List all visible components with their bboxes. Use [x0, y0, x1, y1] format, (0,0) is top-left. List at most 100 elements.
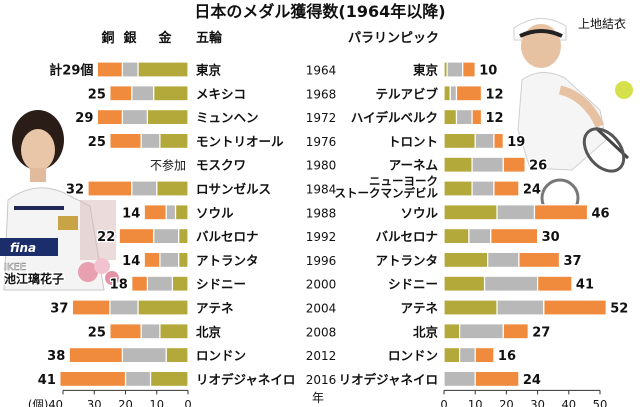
year-label: 1992	[306, 230, 337, 244]
paralympic-tick-label: 50	[593, 397, 608, 407]
paralympic-bar-silver	[449, 85, 458, 102]
olympic-tick-label: 0	[184, 397, 191, 407]
olympic-total-label: 14	[122, 206, 140, 221]
paralympic-bar-bronze	[543, 299, 607, 316]
olympic-bar-silver	[131, 85, 155, 102]
olympic-bar-silver	[165, 204, 177, 221]
olympic-bar-gold	[149, 370, 189, 387]
olympic-total-label: 14	[122, 254, 140, 269]
paralympic-bar-silver	[487, 251, 520, 268]
paralympic-bar-gold	[443, 299, 498, 316]
olympic-bar-silver	[140, 132, 161, 149]
year-label: 2008	[306, 325, 337, 339]
tennis-caption: 上地結衣	[578, 16, 626, 31]
fina-logo-text: fina	[10, 241, 36, 255]
paralympic-bar-gold	[443, 275, 486, 292]
paralympic-bars: 東京 10 テルアビブ 12 ハイデルベルク 12 トロント 19 アーネム 26 ニューヨークスト…	[335, 61, 630, 389]
olympic-bar-bronze	[109, 85, 133, 102]
paralympic-bar-bronze	[471, 108, 483, 126]
year-label: 1996	[306, 254, 337, 268]
olympic-tick-label: 20	[118, 397, 133, 407]
paralympic-total-label: 19	[507, 135, 525, 150]
olympic-city-label: ソウル	[196, 205, 234, 220]
paralympic-bar-silver	[459, 323, 504, 340]
paralympic-city-label: ニューヨークストークマンデビル	[335, 174, 439, 200]
olympic-city-label: モスクワ	[196, 158, 246, 173]
paralympic-bar-bronze	[474, 347, 495, 364]
olympic-bar-bronze	[109, 132, 142, 149]
paralympic-city-line: ストークマンデビル	[335, 186, 439, 200]
olympic-city-label: メキシコ	[196, 86, 246, 101]
olympic-city-label: 北京	[196, 324, 222, 339]
olympic-city-label: シドニー	[196, 277, 246, 292]
paralympic-total-label: 30	[542, 230, 560, 245]
paralympic-city-label: ハイデルベルク	[351, 110, 438, 125]
olympic-bar-gold	[137, 61, 189, 78]
tennis-player-photo	[505, 0, 640, 218]
paralympic-bar-silver	[483, 275, 539, 292]
paralympic-bar-gold	[443, 156, 473, 173]
paralympic-tick-label: 0	[440, 397, 447, 407]
olympic-city-label: アテネ	[196, 301, 234, 316]
paralympic-bar-silver	[455, 108, 473, 126]
paralympic-city-label: アトランタ	[375, 253, 438, 268]
paralympic-city-label: トロント	[388, 134, 438, 149]
olympic-total-label: 38	[47, 349, 65, 364]
paralympic-bar-gold	[443, 132, 476, 149]
paralympic-city-label: ロンドン	[388, 348, 438, 363]
olympic-bar-silver	[140, 323, 161, 340]
paralympic-bar-silver	[443, 370, 476, 387]
olympic-city-label: 東京	[196, 63, 222, 78]
paralympic-total-label: 10	[479, 64, 497, 79]
paralympic-bar-bronze	[490, 228, 539, 245]
paralympic-bar-bronze	[474, 370, 520, 387]
legend-bronze-header: 銅	[101, 30, 114, 46]
paralympic-bar-bronze	[493, 180, 520, 197]
paralympic-city-label: テルアビブ	[375, 86, 438, 101]
year-label: 2012	[306, 349, 337, 363]
olympic-city-label: バルセロナ	[196, 229, 259, 244]
paralympic-city-line: ニューヨーク	[369, 174, 438, 188]
olympic-city-label: ミュンヘン	[196, 110, 259, 125]
olympic-bar-silver	[109, 299, 139, 316]
year-labels: 1964 1968 1972 1976 1980 1984 1988 1992 1996 2000…	[306, 64, 337, 387]
olympic-tick-label: (個)40	[28, 397, 63, 407]
chart-title: 日本のメダル獲得数(1964年以降)	[194, 2, 445, 21]
olympic-bar-bronze	[131, 275, 148, 292]
year-label: 1988	[306, 206, 337, 220]
para-xlabel: 年	[312, 391, 324, 405]
paralympic-x-axis: 0 10 20 30 40 50	[440, 389, 608, 407]
olympic-bar-gold	[153, 85, 189, 102]
paralympic-city-label: シドニー	[388, 277, 438, 292]
olympic-total-label: 22	[97, 230, 115, 245]
olympic-total-label: 37	[50, 302, 68, 317]
paralympic-total-label: 27	[532, 325, 550, 340]
olympic-bar-bronze	[118, 228, 155, 245]
paralympic-city-label: 北京	[413, 324, 439, 339]
paralympic-bar-silver	[471, 156, 504, 173]
olympic-bar-bronze	[96, 108, 123, 126]
olympic-bar-gold	[159, 323, 189, 340]
paralympic-total-label: 46	[592, 206, 610, 221]
paralympic-bar-gold	[443, 228, 470, 245]
paralympic-city-label: 東京	[413, 63, 439, 78]
legend-silver-header: 銀	[123, 30, 136, 46]
year-label: 1984	[306, 183, 337, 197]
paralympic-bar-silver	[459, 347, 476, 364]
olympic-tick-label: 10	[149, 397, 164, 407]
olympic-bar-bronze	[87, 180, 133, 197]
paralympic-bar-bronze	[502, 323, 529, 340]
paralympic-total-label: 12	[485, 87, 503, 102]
paralympic-bar-silver	[496, 299, 545, 316]
olympic-bar-silver	[121, 108, 148, 126]
year-label: 1964	[306, 64, 337, 78]
paralympic-total-label: 41	[576, 278, 594, 293]
olympic-tick-label: 30	[87, 397, 102, 407]
olympic-bar-bronze	[71, 299, 111, 316]
olympic-total-label: 計29個	[49, 63, 93, 79]
paralympic-bar-silver	[471, 180, 495, 197]
paralympic-tick-label: 10	[468, 397, 483, 407]
olympic-bar-silver	[131, 180, 158, 197]
olympic-bar-gold	[137, 299, 189, 316]
